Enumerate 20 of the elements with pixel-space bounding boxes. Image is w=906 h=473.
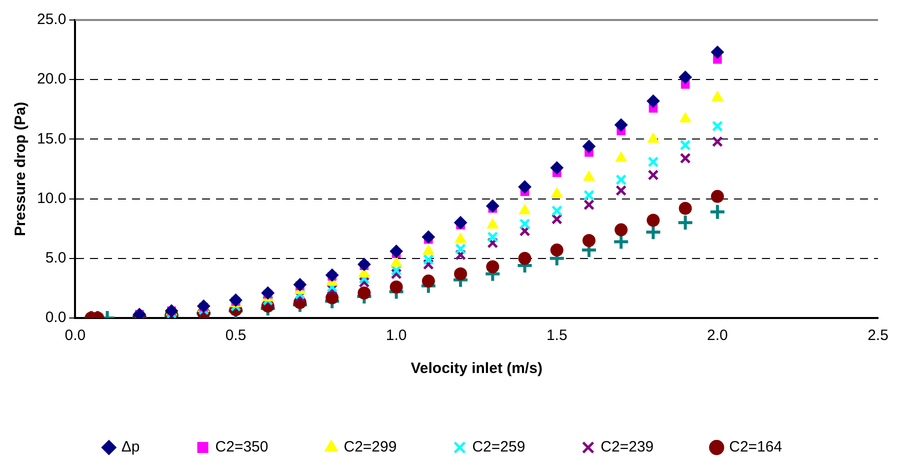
legend-label: Δp (121, 438, 140, 456)
y-tick-label: 20.0 (36, 70, 66, 88)
y-tick-label: 0.0 (45, 309, 66, 326)
legend-label: C2=164 (729, 438, 782, 456)
x-tick-label: 1.5 (546, 327, 568, 344)
x-axis-title: Velocity inlet (m/s) (410, 360, 542, 378)
y-tick-label: 10.0 (36, 190, 66, 207)
x-tick-label: 2.0 (707, 327, 728, 344)
legend-label: C2=239 (600, 438, 654, 456)
y-axis-title: Pressure drop (Pa) (12, 102, 30, 236)
x-tick-label: 0.5 (225, 327, 246, 344)
legend-label: C2=350 (215, 438, 268, 456)
y-tick-label: 25.0 (36, 11, 66, 28)
x-tick-label: 1.0 (386, 327, 407, 344)
legend-label: C2=259 (472, 438, 526, 456)
y-tick-label: 15.0 (36, 130, 66, 148)
y-tick-label: 5.0 (45, 250, 66, 267)
x-tick-label: 2.5 (868, 327, 888, 344)
legend-label: C2=299 (344, 438, 397, 456)
x-tick-label: 0.0 (64, 327, 86, 344)
